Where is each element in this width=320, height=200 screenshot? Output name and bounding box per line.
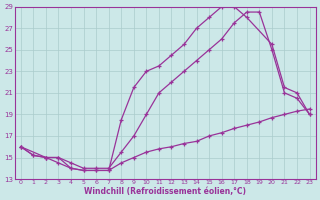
X-axis label: Windchill (Refroidissement éolien,°C): Windchill (Refroidissement éolien,°C) xyxy=(84,187,246,196)
